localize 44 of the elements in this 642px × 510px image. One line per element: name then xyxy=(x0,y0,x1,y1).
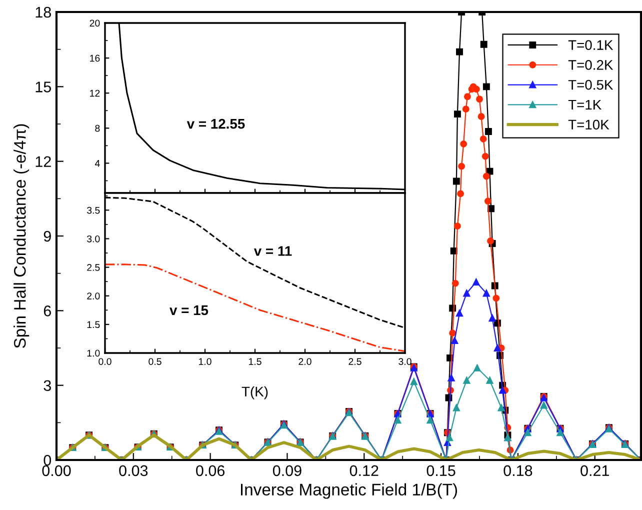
y-tick-label: 3.0 xyxy=(86,235,100,242)
y-tick-label: 2.0 xyxy=(87,292,100,300)
y-tick-label: 16 xyxy=(90,54,100,62)
x-tick-label: 0.0 xyxy=(98,358,112,365)
x-tick-label: 0.15 xyxy=(426,465,456,476)
annotation: v = 11 xyxy=(254,246,292,256)
y-tick-label: 2.5 xyxy=(87,264,100,271)
legend-label: T=0.5K xyxy=(568,80,614,90)
y-tick-label: 8 xyxy=(95,124,100,132)
y-tick-label: 12 xyxy=(36,156,51,167)
x-axis-title: T(K) xyxy=(242,386,268,400)
x-tick-label: 0.12 xyxy=(350,465,378,476)
y-tick-label: 6 xyxy=(44,306,51,316)
x-tick-label: 1.0 xyxy=(198,358,212,365)
y-tick-label: 9 xyxy=(44,230,51,242)
legend-label: T=1K xyxy=(568,100,602,110)
x-tick-label: 0.09 xyxy=(272,465,302,476)
x-tick-label: 0.5 xyxy=(148,358,162,365)
y-tick-label: 12 xyxy=(90,90,100,97)
y-tick-label: 3.5 xyxy=(86,206,100,214)
y-tick-label: 0 xyxy=(44,454,52,466)
x-tick-label: 2.5 xyxy=(348,358,362,365)
annotation: v = 15 xyxy=(170,305,208,316)
y-tick-label: 20 xyxy=(90,20,100,27)
x-tick-label: 0.03 xyxy=(119,465,148,476)
legend-label: T=0.1K xyxy=(568,40,614,50)
annotation: v = 12.55 xyxy=(186,118,245,129)
y-tick-label: 4 xyxy=(94,160,100,167)
y-tick-label: 1.0 xyxy=(87,350,100,357)
x-tick-label: 0.06 xyxy=(196,465,225,476)
x-tick-label: 0.18 xyxy=(504,465,532,476)
legend-label: T=10K xyxy=(568,120,610,130)
y-tick-label: 1.5 xyxy=(87,321,100,328)
x-tick-label: 0.21 xyxy=(580,465,609,476)
y-tick-label: 3 xyxy=(44,380,51,392)
x-axis-title: Inverse Magnetic Field 1/B(T) xyxy=(241,483,458,499)
legend-label: T=0.2K xyxy=(568,60,614,70)
x-tick-label: 3.0 xyxy=(398,358,412,365)
x-tick-label: 2.0 xyxy=(298,358,312,365)
x-tick-label: 0.00 xyxy=(42,465,71,476)
x-tick-label: 1.5 xyxy=(248,358,262,365)
y-tick-label: 18 xyxy=(36,6,51,18)
y-axis-title: Spin Hall Conductance (-e/4π) xyxy=(14,124,30,348)
y-tick-label: 15 xyxy=(36,82,51,92)
